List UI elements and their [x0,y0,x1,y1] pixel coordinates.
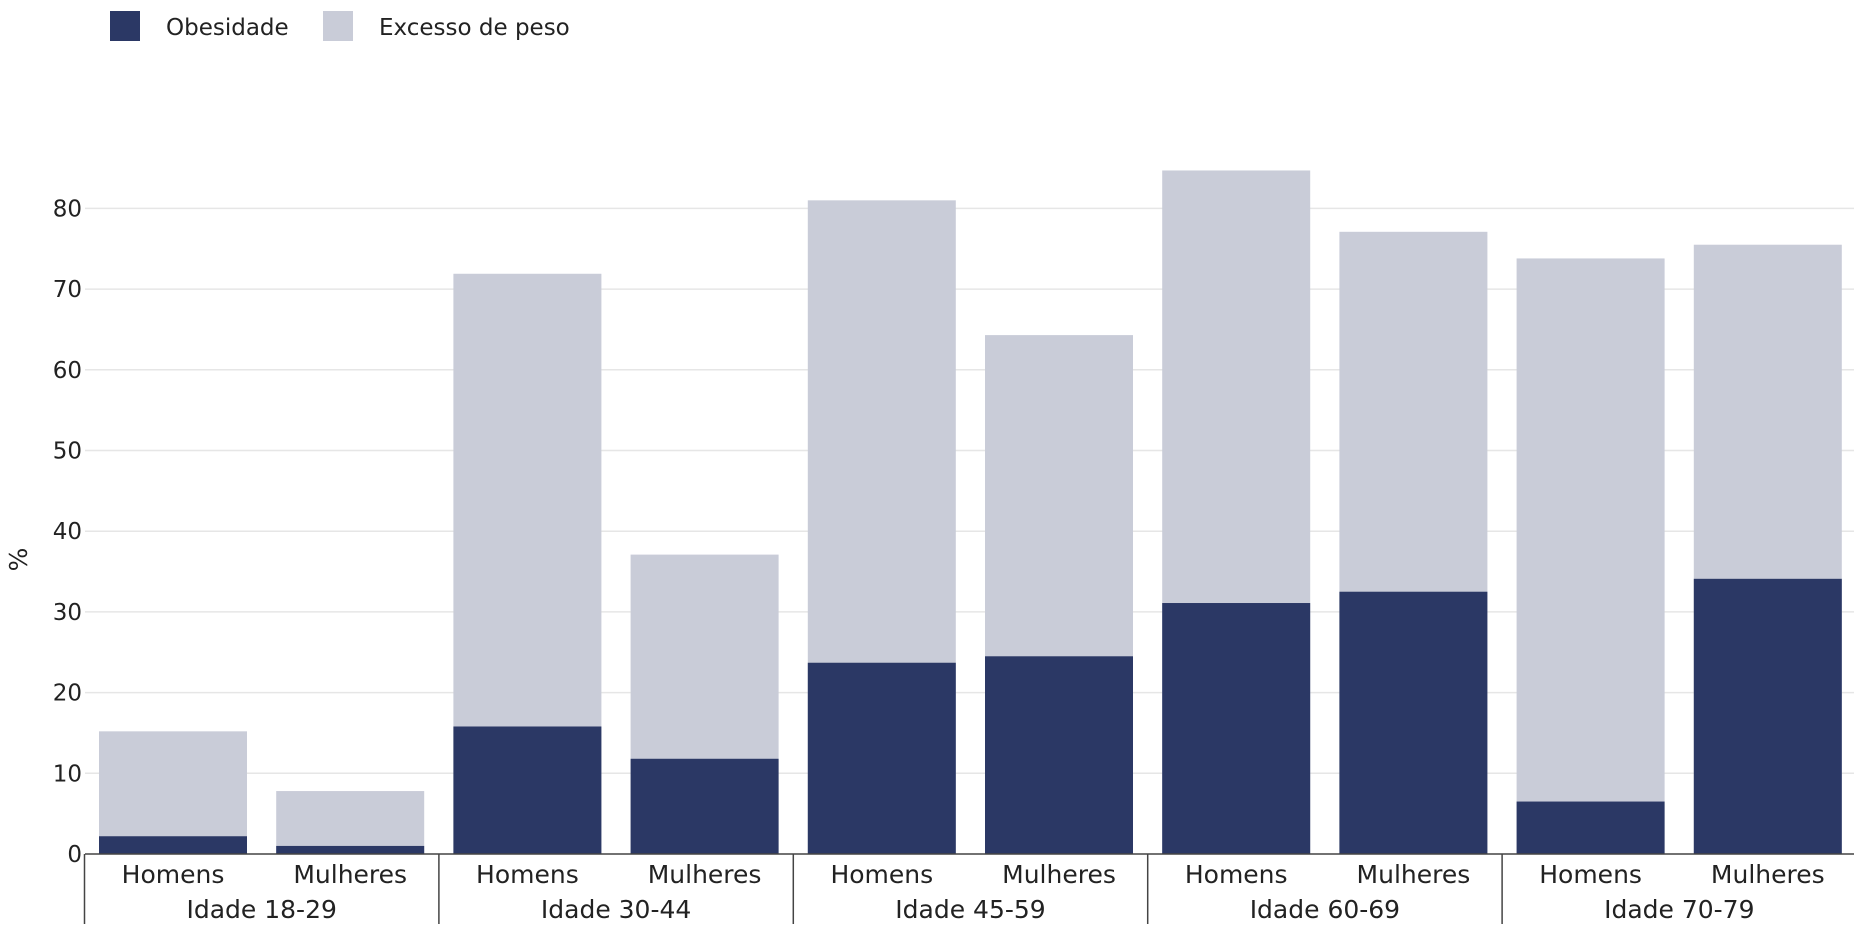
legend-swatch-excesso-de-peso [323,11,353,41]
y-tick-label: 40 [53,519,82,545]
x-group-label: Idade 70-79 [1604,895,1754,924]
bar-obesidade [99,836,247,854]
x-subcategory-label: Homens [476,860,579,889]
legend: Obesidade Excesso de peso [110,11,570,41]
x-group-label: Idade 30-44 [541,895,691,924]
x-group-label: Idade 60-69 [1250,895,1400,924]
y-axis-title: % [4,548,33,572]
bar-obesidade [985,656,1133,854]
x-subcategory-label: Mulheres [1357,860,1471,889]
bar-obesidade [1693,578,1842,854]
x-subcategory-label: Homens [830,860,933,889]
y-tick-label: 70 [53,277,82,303]
x-group-label: Idade 45-59 [895,895,1045,924]
bars [99,170,1842,855]
legend-label-excesso-de-peso: Excesso de peso [379,15,570,41]
x-subcategory-label: Mulheres [293,860,407,889]
bar-excesso-de-peso [1516,258,1665,855]
y-tick-label: 30 [53,600,82,626]
bar-obesidade [1339,591,1488,854]
y-tick-label: 60 [53,358,82,384]
gridlines [85,207,1854,775]
y-tick-label: 80 [53,196,82,222]
x-subcategory-label: Homens [1539,860,1642,889]
legend-swatch-obesidade [110,11,140,41]
bar-obesidade [1516,801,1665,854]
x-subcategory-label: Homens [1185,860,1288,889]
x-subcategory-label: Homens [122,860,225,889]
bar-excesso-de-peso [99,731,247,854]
bar-excesso-de-peso [276,791,425,854]
y-tick-label: 10 [53,761,82,787]
y-tick-label: 20 [53,681,82,707]
legend-label-obesidade: Obesidade [166,15,289,41]
bar-obesidade [630,758,779,854]
bar-obesidade [807,662,956,854]
bar-obesidade [1162,603,1311,854]
y-tick-label: 50 [53,439,82,465]
x-subcategory-label: Mulheres [648,860,762,889]
bar-obesidade [453,726,602,854]
y-tick-label: 0 [67,842,82,868]
x-subcategory-label: Mulheres [1002,860,1116,889]
x-group-label: Idade 18-29 [186,895,336,924]
y-axis-ticks: 0 10 20 30 40 50 60 70 80 [53,196,82,868]
bar-obesidade [276,845,425,854]
x-axis: Homens Mulheres Homens Mulheres Homens Mulher… [83,853,1854,924]
x-subcategory-label: Mulheres [1711,860,1825,889]
